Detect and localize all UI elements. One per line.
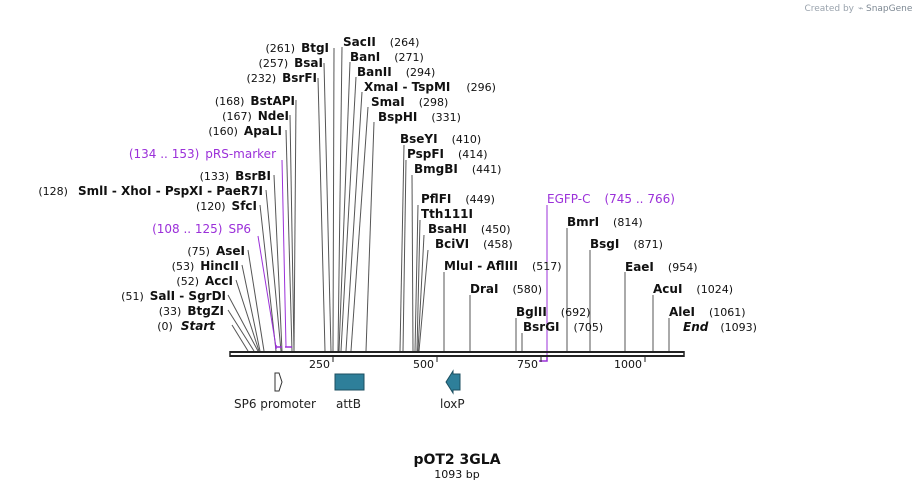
site-pspfi[interactable]: PspFI (414) (407, 147, 488, 161)
map-title: pOT2 3GLA (413, 452, 500, 468)
attb-box[interactable] (334, 373, 365, 391)
loxp-arrow[interactable] (445, 369, 461, 395)
cut-lines (227, 46, 670, 352)
brand-created-by: Created by (804, 4, 854, 14)
site-bsrgi[interactable]: BsrGI (705) (523, 320, 603, 334)
site-bsai[interactable]: (257) BsaI (259, 56, 323, 70)
site-btgi[interactable]: (261) BtgI (265, 41, 329, 55)
site-bsphi[interactable]: BspHI (331) (378, 110, 461, 124)
end-marker: End (1093) (683, 320, 757, 334)
site-bglii[interactable]: BglII (692) (516, 305, 590, 319)
tick-250: 250 (309, 358, 330, 371)
start-marker: (0) Start (157, 319, 216, 333)
site-bcivi[interactable]: BciVI (458) (435, 237, 513, 251)
site-sali-sgrdi[interactable]: (51) SalI - SgrDI (121, 289, 226, 303)
site-smai[interactable]: SmaI (298) (371, 95, 448, 109)
site-alei[interactable]: AleI (1061) (669, 305, 746, 319)
primer-prs-marker[interactable]: (134 .. 153) pRS-marker (129, 147, 276, 161)
site-apali[interactable]: (160) ApaLI (208, 124, 282, 138)
site-bsrbi[interactable]: (133) BsrBI (200, 169, 271, 183)
feature-label-loxp: loxP (440, 397, 465, 411)
site-btgzi[interactable]: (33) BtgZI (159, 304, 224, 318)
sp6-promoter-arrow[interactable] (274, 372, 283, 392)
site-sfci[interactable]: (120) SfcI (196, 199, 257, 213)
tick-750: 750 (517, 358, 538, 371)
site-smli-xhoi-pspxi-paer7i[interactable]: (128) SmlI - XhoI - PspXI - PaeR7I (38, 184, 263, 198)
site-pflfi[interactable]: PflFI (449) (421, 192, 495, 206)
feature-label-sp6-promoter: SP6 promoter (234, 397, 316, 411)
site-bsrfi[interactable]: (232) BsrFI (247, 71, 317, 85)
site-banii[interactable]: BanII (294) (357, 65, 435, 79)
brand-name: SnapGene (866, 4, 913, 14)
site-bsahi[interactable]: BsaHI (450) (428, 222, 511, 236)
site-bseyi[interactable]: BseYI (410) (400, 132, 481, 146)
site-acui[interactable]: AcuI (1024) (653, 282, 733, 296)
primer-lines (257, 159, 548, 362)
tick-500: 500 (413, 358, 434, 371)
right-site-labels: SacII (264) BanI (271) BanII (294) XmaI - T… (343, 35, 757, 334)
site-tth111i[interactable]: Tth111I (421, 207, 473, 221)
site-drai[interactable]: DraI (580) (470, 282, 542, 296)
map-length: 1093 bp (434, 468, 479, 481)
site-bstapi[interactable]: (168) BstAPI (215, 94, 295, 108)
backbone (229, 351, 685, 362)
site-bmgbi[interactable]: BmgBI (441) (414, 162, 501, 176)
site-ndei[interactable]: (167) NdeI (222, 109, 289, 123)
site-bmri[interactable]: BmrI (814) (567, 215, 643, 229)
site-xmai-tspmi[interactable]: XmaI - TspMI (296) (364, 80, 496, 94)
site-eaei[interactable]: EaeI (954) (625, 260, 698, 274)
site-asei[interactable]: (75) AseI (187, 244, 245, 258)
tick-1000: 1000 (614, 358, 642, 371)
left-site-labels: (261) BtgI (257) BsaI (232) BsrFI (168) BstA… (38, 41, 329, 333)
primer-egfp-c[interactable]: EGFP-C (745 .. 766) (547, 192, 675, 206)
primer-sp6[interactable]: (108 .. 125) SP6 (152, 222, 251, 236)
site-bani[interactable]: BanI (271) (350, 50, 424, 64)
site-sacii[interactable]: SacII (264) (343, 35, 419, 49)
site-mlui-afliii[interactable]: MluI - AflIII (517) (444, 259, 562, 273)
snapgene-logo-icon: ⌁ (858, 4, 863, 14)
site-acci[interactable]: (52) AccI (176, 274, 233, 288)
site-hincii[interactable]: (53) HincII (172, 259, 239, 273)
feature-label-attb: attB (336, 397, 361, 411)
site-bsgi[interactable]: BsgI (871) (590, 237, 663, 251)
